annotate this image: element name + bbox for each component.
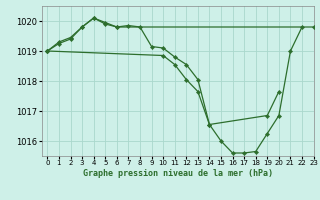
- X-axis label: Graphe pression niveau de la mer (hPa): Graphe pression niveau de la mer (hPa): [83, 169, 273, 178]
